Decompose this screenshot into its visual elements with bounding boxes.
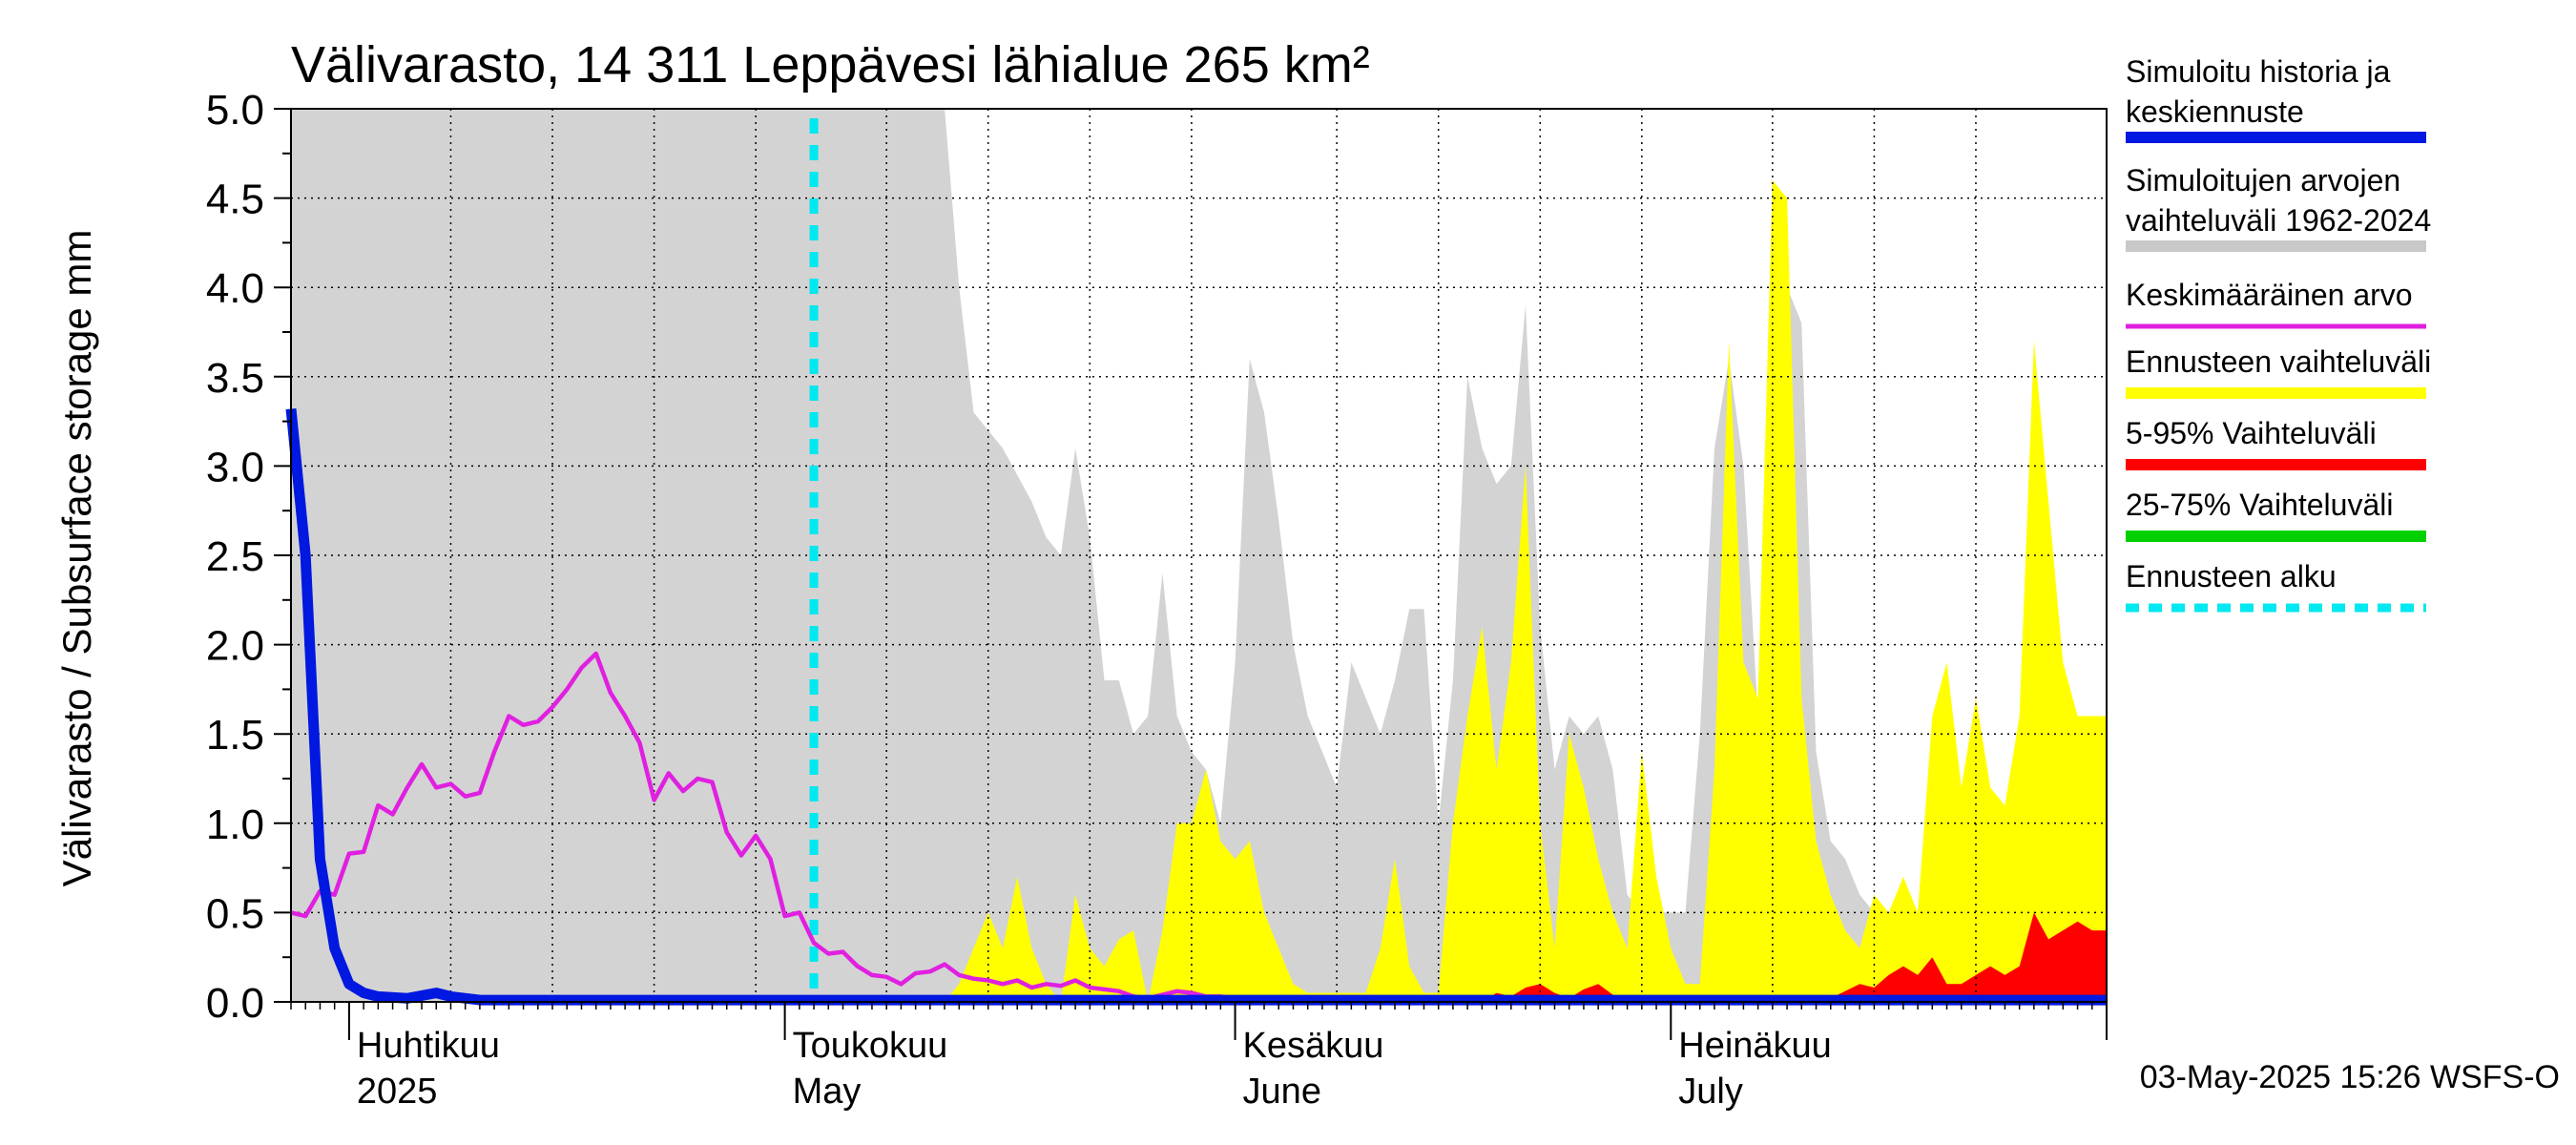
y-tick-label: 2.5 [206, 533, 264, 580]
grid [291, 108, 2107, 1002]
y-tick-label: 0.5 [206, 890, 264, 937]
y-tick-label: 5.0 [206, 87, 264, 134]
historical-range-band [291, 109, 2107, 1002]
legend-label: 5-95% Vaihteluväli [2126, 416, 2377, 450]
y-tick-label: 3.0 [206, 444, 264, 490]
x-month-label-en: 2025 [357, 1072, 438, 1112]
legend-label: 25-75% Vaihteluväli [2126, 488, 2393, 522]
legend-label: Ennusteen vaihteluväli [2126, 344, 2431, 379]
x-month-label-en: May [793, 1072, 862, 1112]
x-axis: Huhtikuu 2025 Toukokuu May Kesäkuu June Heinäk… [290, 1002, 2108, 1112]
mean-value-line [290, 651, 2107, 1003]
x-month-label-en: June [1243, 1072, 1321, 1112]
x-month-label-fi: Kesäkuu [1243, 1026, 1384, 1066]
x-month-label-fi: Huhtikuu [357, 1026, 500, 1066]
y-tick-label: 1.0 [206, 802, 264, 848]
y-tick-label: 2.0 [206, 623, 264, 670]
y-tick-label: 3.5 [206, 355, 264, 402]
forecast-range-band [814, 179, 2108, 1002]
y-axis: 0.0 0.5 1.0 1.5 2.0 2.5 3.0 3.5 4.0 4.5 5.0 [206, 87, 291, 1027]
legend: Simuloitu historia ja keskiennuste Simuloi… [2126, 54, 2431, 613]
y-axis-label: Välivarasto / Subsurface storage mm [54, 230, 99, 887]
chart-bands [291, 109, 2108, 1002]
y-tick-label: 1.5 [206, 712, 264, 759]
x-month-label-fi: Heinäkuu [1678, 1026, 1832, 1066]
y-tick-label: 4.5 [206, 177, 264, 223]
chart-lines [285, 118, 2107, 1006]
legend-label: Keskimääräinen arvo [2126, 278, 2413, 312]
y-tick-label: 4.0 [206, 265, 264, 312]
legend-label: Ennusteen alku [2126, 559, 2337, 593]
legend-label: Simuloitujen arvojen vaihteluväli 1962-20… [2126, 163, 2431, 238]
footer-timestamp: 03-May-2025 15:26 WSFS-O [2140, 1059, 2560, 1095]
x-month-label-en: July [1678, 1072, 1743, 1112]
legend-label: Simuloitu historia ja keskiennuste [2126, 54, 2391, 129]
x-month-label-fi: Toukokuu [793, 1026, 948, 1066]
chart-title: Välivarasto, 14 311 Leppävesi lähialue 2… [291, 36, 1370, 94]
percentile-5-95-band [814, 912, 2108, 1002]
y-tick-label: 0.0 [206, 980, 264, 1027]
simulated-history-line [285, 407, 2107, 1006]
